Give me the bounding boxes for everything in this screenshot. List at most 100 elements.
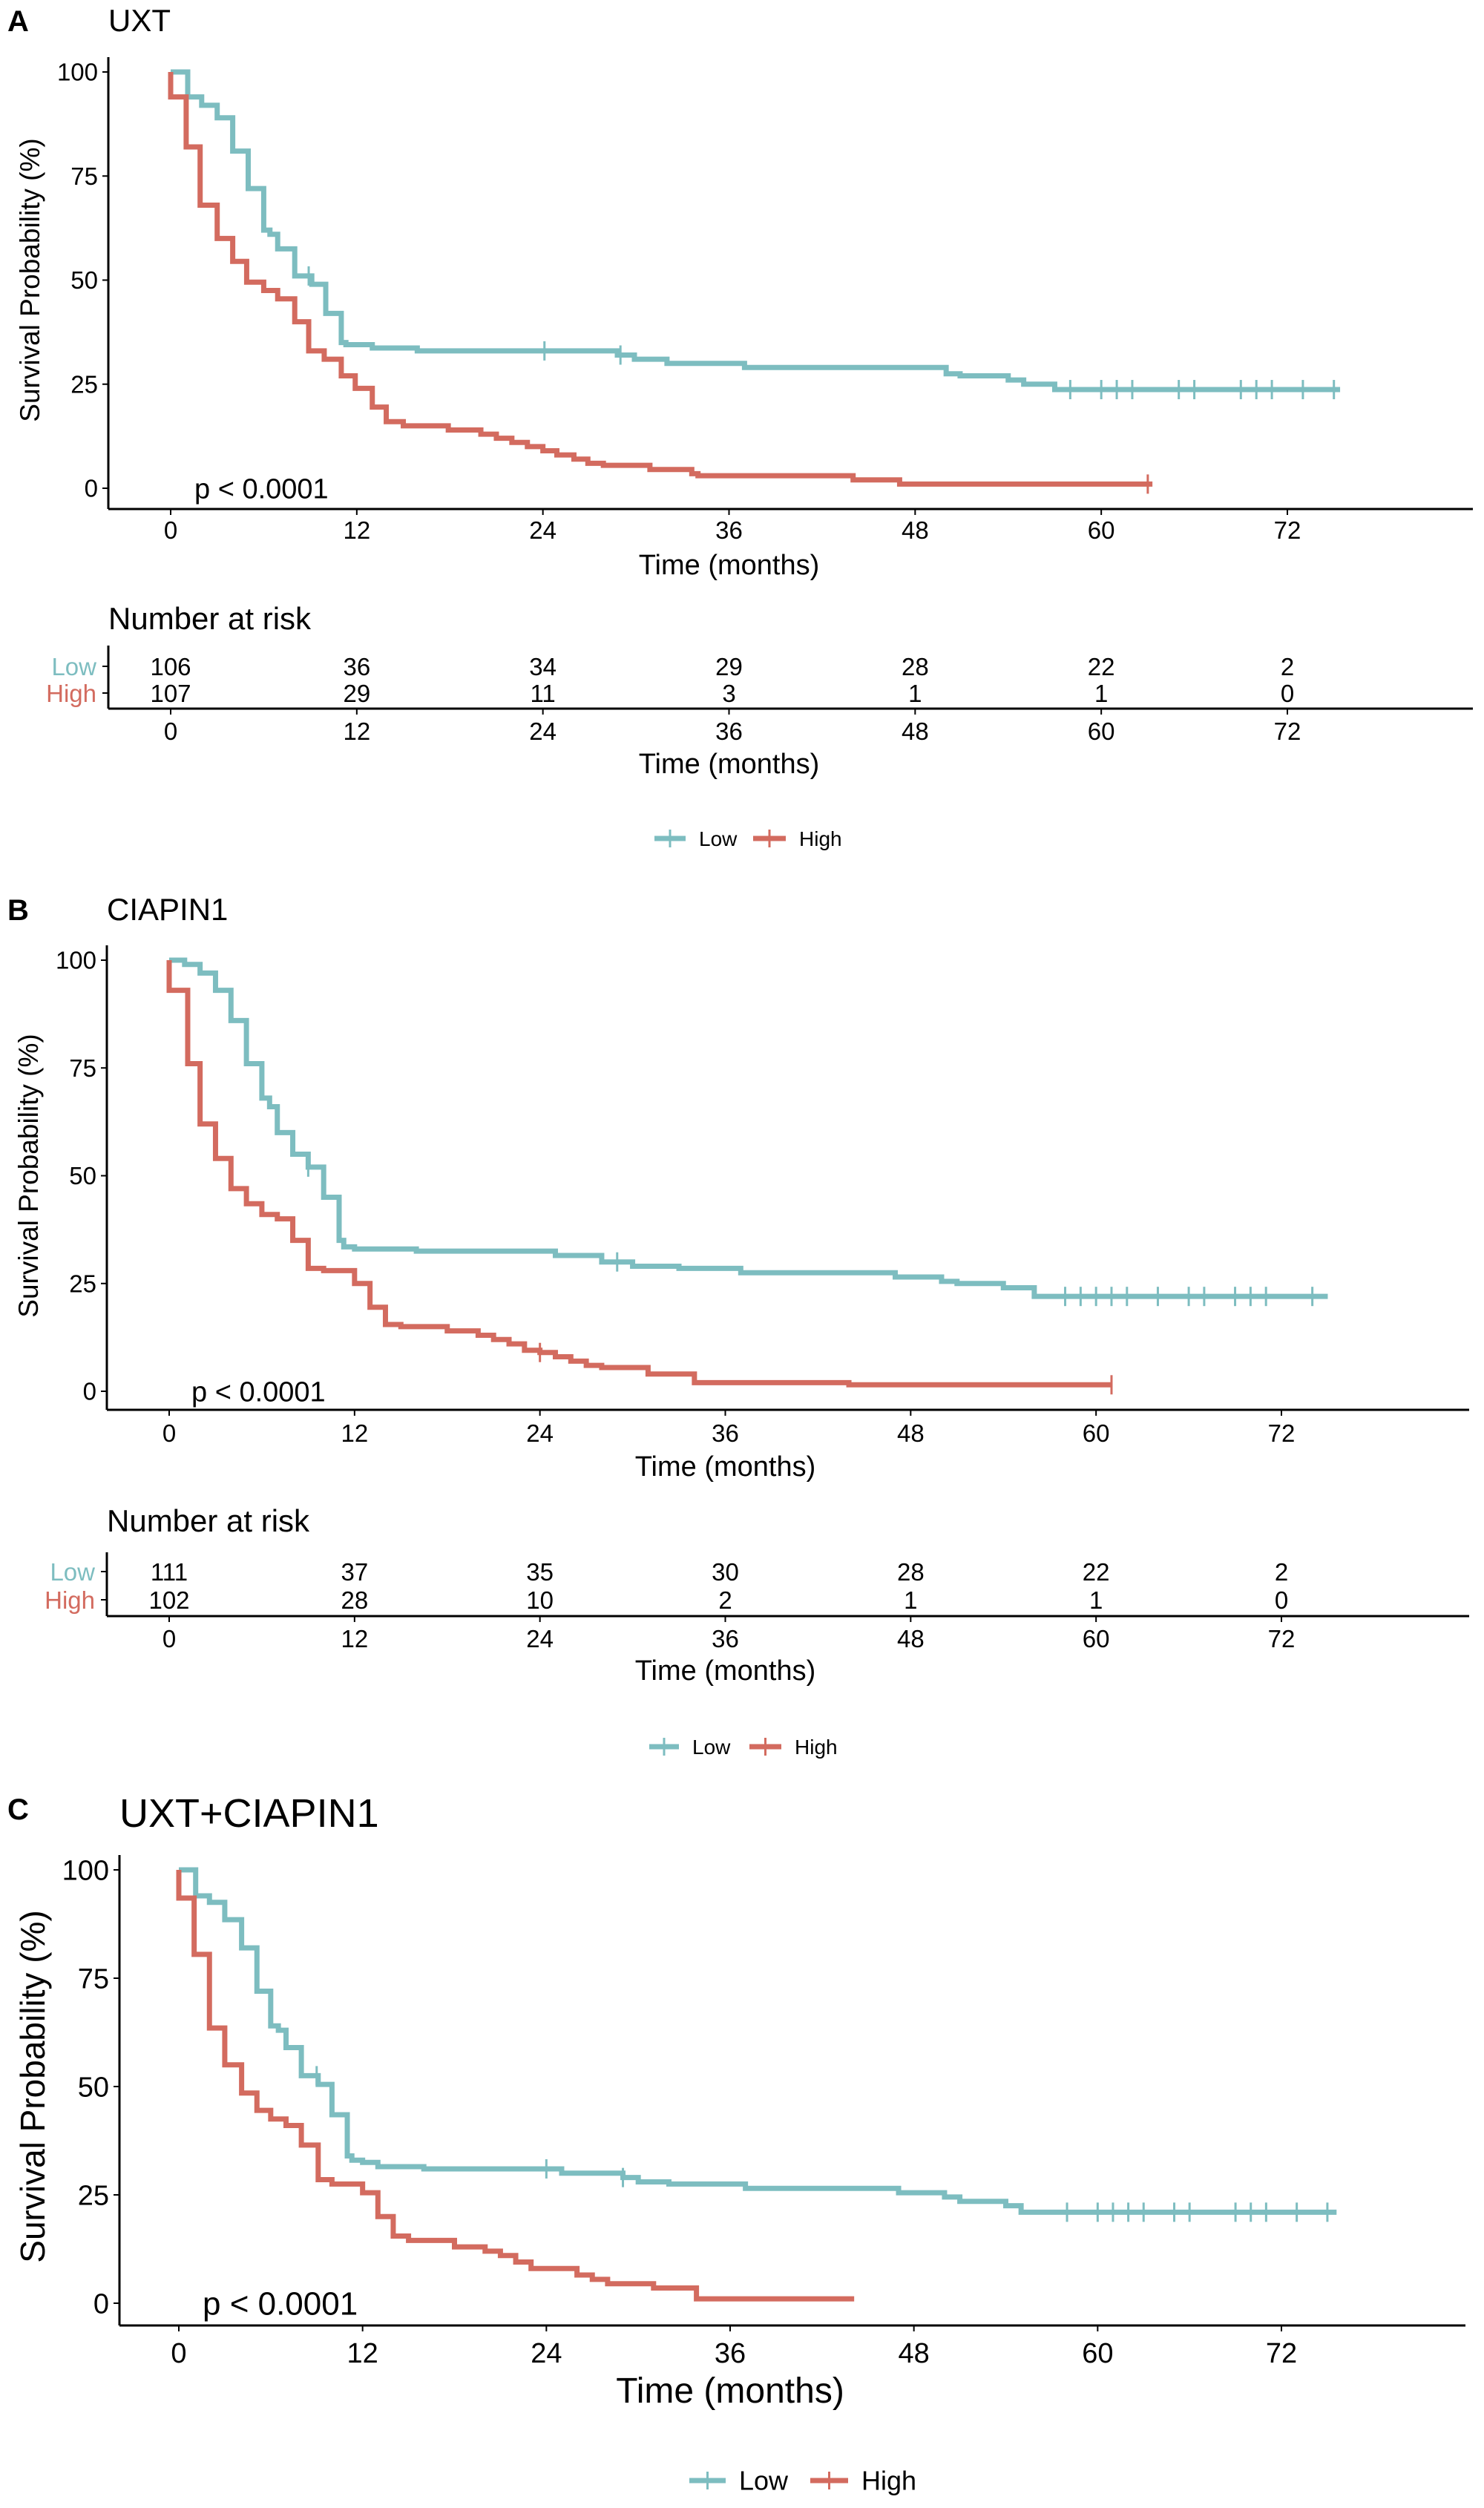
y-tick-label: 50 <box>78 2072 109 2103</box>
risk-count: 34 <box>529 653 556 680</box>
risk-count: 10 <box>526 1586 554 1614</box>
panel-label: B <box>7 894 29 927</box>
x-tick-label: 24 <box>531 2338 562 2369</box>
y-tick-label: 25 <box>78 2180 109 2211</box>
y-tick-label: 25 <box>70 370 98 398</box>
km-curve-high <box>166 960 1112 1388</box>
km-curve-high <box>176 1870 855 2302</box>
panel-title: UXT <box>108 3 171 38</box>
y-axis-title: Survival Probability (%) <box>15 138 45 421</box>
risk-count: 3 <box>722 680 735 707</box>
panel-c: C UXT+CIAPIN1 0 25 50 75 100 0 12 24 36 48 60 72 Time … <box>7 1791 1465 2496</box>
x-tick-label: 60 <box>1083 1419 1110 1447</box>
risk-count: 35 <box>526 1558 554 1586</box>
risk-table-title: Number at risk <box>108 601 312 636</box>
x-tick-label: 36 <box>715 516 743 544</box>
risk-x-tick-label: 24 <box>526 1625 554 1652</box>
risk-row-label-high: High <box>45 1586 95 1614</box>
x-tick-label: 36 <box>712 1419 739 1447</box>
risk-count: 28 <box>897 1558 925 1586</box>
panel-label: A <box>7 5 29 38</box>
x-tick-label: 72 <box>1268 1419 1296 1447</box>
p-value: p < 0.0001 <box>191 1376 326 1408</box>
risk-count: 2 <box>718 1586 732 1614</box>
x-tick-label: 72 <box>1274 516 1301 544</box>
risk-row-label-high: High <box>46 680 96 707</box>
risk-count: 102 <box>148 1586 189 1614</box>
x-axis-title: Time (months) <box>635 1451 816 1483</box>
x-tick-label: 12 <box>341 1419 368 1447</box>
x-tick-label: 36 <box>715 2338 746 2369</box>
risk-x-tick-label: 12 <box>343 718 370 745</box>
risk-x-tick-label: 60 <box>1088 718 1115 745</box>
y-tick-label: 75 <box>78 1963 109 1995</box>
risk-row-label-low: Low <box>51 653 96 680</box>
y-tick-label: 100 <box>56 947 96 974</box>
x-axis-title: Time (months) <box>616 2371 844 2411</box>
risk-count: 2 <box>1281 653 1294 680</box>
panel-title: UXT+CIAPIN1 <box>119 1791 379 1836</box>
risk-count: 2 <box>1275 1558 1288 1586</box>
y-tick-label: 0 <box>83 1378 96 1405</box>
y-tick-label: 50 <box>70 266 98 294</box>
x-tick-label: 48 <box>899 2338 930 2369</box>
x-tick-label: 60 <box>1088 516 1115 544</box>
y-tick-label: 25 <box>69 1270 96 1297</box>
x-tick-label: 48 <box>897 1419 925 1447</box>
risk-count: 22 <box>1088 653 1115 680</box>
risk-x-tick-label: 48 <box>897 1625 925 1652</box>
x-tick-label: 24 <box>529 516 556 544</box>
legend-label-low: Low <box>692 1736 731 1759</box>
risk-count: 0 <box>1281 680 1294 707</box>
risk-count: 11 <box>531 680 556 707</box>
y-tick-label: 0 <box>85 475 98 502</box>
risk-x-tick-label: 24 <box>529 718 556 745</box>
p-value: p < 0.0001 <box>203 2285 358 2322</box>
risk-count: 111 <box>151 1558 188 1586</box>
risk-count: 1 <box>1089 1586 1103 1614</box>
legend-label-low: Low <box>739 2466 789 2496</box>
risk-table-title: Number at risk <box>107 1503 310 1538</box>
km-curve-low <box>169 957 1328 1299</box>
y-axis-title: Survival Probability (%) <box>13 1910 52 2262</box>
x-axis-title: Time (months) <box>639 550 820 581</box>
risk-count: 36 <box>343 653 370 680</box>
x-tick-label: 72 <box>1266 2338 1297 2369</box>
x-tick-label: 60 <box>1082 2338 1113 2369</box>
km-curve-high <box>168 72 1153 487</box>
risk-row-label-low: Low <box>50 1558 95 1586</box>
risk-x-tick-label: 72 <box>1274 718 1301 745</box>
y-tick-label: 100 <box>62 1855 109 1886</box>
risk-count: 30 <box>712 1558 739 1586</box>
y-tick-label: 0 <box>93 2288 109 2320</box>
risk-x-tick-label: 36 <box>712 1625 739 1652</box>
risk-count: 107 <box>150 680 191 707</box>
x-tick-label: 0 <box>164 516 177 544</box>
risk-count: 0 <box>1275 1586 1288 1614</box>
risk-x-tick-label: 72 <box>1268 1625 1296 1652</box>
x-tick-label: 24 <box>526 1419 554 1447</box>
x-tick-label: 0 <box>162 1419 176 1447</box>
risk-count: 29 <box>343 680 370 707</box>
risk-x-tick-label: 0 <box>162 1625 176 1652</box>
risk-count: 1 <box>1094 680 1108 707</box>
km-curve-low <box>171 69 1341 393</box>
risk-count: 37 <box>341 1558 368 1586</box>
risk-count: 106 <box>150 653 191 680</box>
panel-label: C <box>7 1793 29 1826</box>
legend-label-high: High <box>795 1736 838 1759</box>
legend-label-high: High <box>861 2466 916 2496</box>
km-curve-low <box>179 1867 1337 2215</box>
risk-count: 1 <box>904 1586 917 1614</box>
legend-label-low: Low <box>699 827 738 850</box>
y-axis-title: Survival Probability (%) <box>13 1034 44 1317</box>
risk-count: 28 <box>341 1586 368 1614</box>
y-tick-label: 100 <box>57 59 98 86</box>
y-tick-label: 50 <box>69 1162 96 1189</box>
p-value: p < 0.0001 <box>194 473 329 505</box>
legend-label-high: High <box>799 827 842 850</box>
risk-x-tick-label: 60 <box>1083 1625 1110 1652</box>
